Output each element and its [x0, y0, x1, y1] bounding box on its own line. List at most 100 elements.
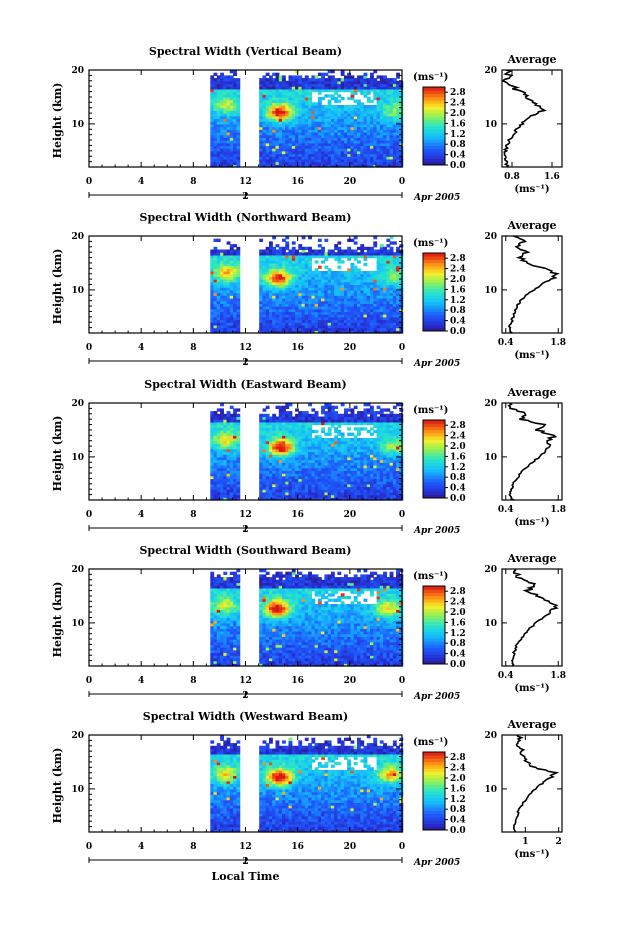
x-tick-label: 20 [344, 343, 357, 353]
heatmap-cell [386, 113, 391, 117]
heatmap-cell [213, 118, 218, 122]
heatmap-cell [304, 314, 309, 318]
heatmap-cell [350, 470, 355, 474]
heatmap-cell [226, 446, 231, 450]
heatmap-cell [311, 421, 316, 426]
heatmap-cell [314, 467, 319, 471]
heatmap-cell [379, 284, 384, 288]
heatmap-cell [392, 314, 397, 318]
heatmap-cell [213, 300, 218, 304]
heatmap-cell [272, 252, 277, 256]
heatmap-cell [233, 481, 237, 485]
heatmap-cell [317, 303, 322, 307]
heatmap-cell [265, 94, 270, 98]
heatmap-cell [275, 491, 280, 496]
heatmap-cell [366, 322, 371, 326]
heatmap-cell [357, 314, 361, 318]
heatmap-cell [278, 257, 283, 261]
heatmap-cell [236, 440, 241, 444]
heatmap-cell [259, 260, 264, 264]
heatmap-cell [383, 295, 387, 299]
heatmap-cell [272, 429, 277, 434]
heatmap-cell [373, 148, 378, 152]
heatmap-cell [275, 432, 280, 436]
heatmap-cell [340, 416, 345, 420]
heatmap-cell [236, 497, 241, 501]
heatmap-cell [376, 330, 381, 334]
heatmap-cell [272, 113, 277, 117]
heatmap-cell [285, 459, 290, 463]
heatmap-cell [311, 271, 316, 275]
heatmap-cell [272, 94, 277, 98]
heatmap-cell [392, 257, 397, 261]
heatmap-cell [210, 483, 215, 488]
heatmap-cell [298, 265, 303, 269]
heatmap-cell [285, 429, 290, 434]
heatmap-cell [376, 126, 381, 130]
heatmap-cell [298, 140, 303, 144]
heatmap-cell [223, 467, 228, 471]
heatmap-cell [285, 284, 290, 288]
heatmap-cell [363, 470, 368, 474]
heatmap-cell [363, 156, 368, 160]
heatmap-cell [334, 421, 339, 426]
heatmap-cell [304, 491, 309, 496]
heatmap-cell [272, 462, 277, 466]
heatmap-cell [272, 271, 277, 275]
heatmap-cell [304, 298, 309, 302]
heatmap-cell [363, 408, 368, 412]
heatmap-cell [370, 99, 374, 103]
heatmap-cell [291, 416, 296, 420]
heatmap-cell [272, 330, 277, 334]
heatmap-cell [282, 424, 286, 428]
colorbar-segment [423, 129, 445, 133]
heatmap-cell [216, 254, 221, 259]
heatmap-cell [265, 102, 270, 106]
heatmap-cell [350, 273, 355, 277]
heatmap-cell [304, 96, 309, 101]
heatmap-cell [220, 489, 224, 493]
heatmap-cell [327, 446, 332, 450]
heatmap-cell [223, 265, 228, 269]
heatmap-cell [213, 292, 218, 296]
heatmap-cell [223, 473, 228, 477]
heatmap-cell [311, 481, 316, 485]
heatmap-cell [363, 446, 368, 450]
heatmap-cell [311, 137, 316, 141]
heatmap-cell [396, 257, 400, 261]
heatmap-cell [337, 273, 342, 277]
heatmap-cell [278, 75, 283, 79]
heatmap-cell [226, 427, 231, 431]
heatmap-cell [344, 451, 348, 455]
heatmap-cell [226, 140, 231, 144]
heatmap-cell [301, 438, 306, 442]
heatmap-cell [216, 257, 221, 261]
heatmap-cell [392, 91, 397, 95]
heatmap-cell [216, 292, 221, 296]
heatmap-cell [229, 322, 234, 326]
heatmap-cell [210, 249, 215, 253]
heatmap-cell [220, 322, 224, 326]
heatmap-cell [353, 134, 358, 138]
heatmap-cell [220, 140, 224, 144]
heatmap-cell [285, 443, 290, 447]
heatmap-cell [301, 284, 306, 288]
heatmap-cell [298, 467, 303, 471]
heatmap-cell [236, 473, 241, 477]
heatmap-cell [396, 94, 400, 98]
heatmap-cell [298, 148, 303, 152]
heatmap-cell [236, 91, 241, 95]
heatmap-cell [226, 105, 231, 109]
heatmap-cell [216, 438, 221, 442]
heatmap-cell [304, 132, 309, 136]
heatmap-cell [259, 459, 264, 463]
heatmap-cell [298, 308, 303, 313]
heatmap-cell [321, 254, 325, 259]
heatmap-cell [373, 140, 378, 144]
heatmap-cell [275, 322, 280, 326]
heatmap-cell [278, 246, 283, 251]
heatmap-cell [360, 446, 365, 450]
heatmap-cell [259, 319, 264, 323]
heatmap-cell [269, 306, 273, 310]
heatmap-cell [278, 416, 283, 420]
